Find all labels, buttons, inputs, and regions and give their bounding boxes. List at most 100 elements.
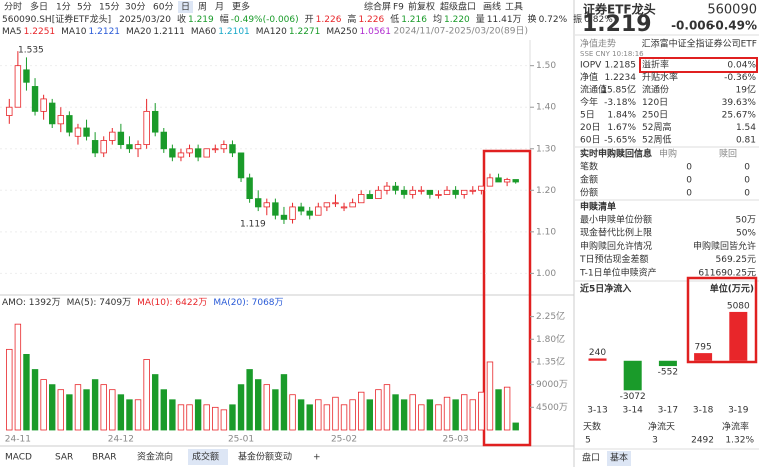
period-tab[interactable]: 15分 xyxy=(99,2,119,13)
period-tab[interactable]: 1分 xyxy=(56,2,71,13)
section-title: 申赎清单 xyxy=(580,201,616,213)
volume-bar xyxy=(469,399,476,431)
volume-bar xyxy=(6,348,13,431)
row-value: 19亿 xyxy=(736,84,756,96)
stat-value: 1.32% xyxy=(725,436,754,446)
text-segment: 2025/03/20 xyxy=(119,15,171,25)
text-segment: 0.82% xyxy=(584,15,613,25)
text-segment: 收 xyxy=(177,13,186,25)
volume-bar xyxy=(280,374,288,431)
tool-button[interactable]: 画线 xyxy=(483,1,501,13)
value-label: 240 xyxy=(589,348,606,358)
text-segment: MA(10): 6422万 xyxy=(137,298,207,308)
text-segment: 1.2111 xyxy=(153,27,185,37)
text-segment: 低 xyxy=(390,13,399,25)
tool-button[interactable]: F9 xyxy=(393,3,404,13)
indicator-tab[interactable]: MACD xyxy=(5,453,32,463)
x-tick-label: 3-17 xyxy=(658,406,678,416)
indicator-tab[interactable]: 资金流向 xyxy=(137,451,173,463)
tool-button[interactable]: 超级盘口 xyxy=(440,1,476,13)
tool-button[interactable]: 综合屏 xyxy=(364,1,391,13)
row-label: 净值走势 xyxy=(580,38,616,50)
candle-body xyxy=(332,202,339,205)
column-header: 天数 xyxy=(583,421,601,433)
low-annotation: 1.119 xyxy=(240,220,266,230)
volume-bar xyxy=(409,394,416,431)
volume-bar xyxy=(495,389,502,431)
candle-body xyxy=(495,177,502,183)
highlight-box xyxy=(639,57,758,73)
bar xyxy=(623,360,642,391)
candle-body xyxy=(117,131,125,146)
row-value: 1.2234 xyxy=(605,73,637,83)
panel-tab[interactable]: 盘口 xyxy=(582,452,600,464)
x-tick-label: 3-18 xyxy=(693,406,714,416)
highlight-box xyxy=(686,276,758,364)
y-tick-label: 1.10 xyxy=(536,227,556,237)
indicator-tab[interactable]: + xyxy=(313,453,321,463)
candle-body xyxy=(177,152,185,158)
x-tick-label: 25-01 xyxy=(228,435,254,445)
candle-body xyxy=(340,206,348,209)
period-tab[interactable]: 更多 xyxy=(232,1,250,13)
candle-body xyxy=(366,194,373,200)
text-segment: MA250 xyxy=(326,27,357,37)
active-tab xyxy=(178,1,193,13)
period-tab[interactable]: 分时 xyxy=(4,1,22,13)
volume-bar xyxy=(66,394,73,431)
volume-bar xyxy=(212,406,219,431)
candle-body xyxy=(323,202,331,208)
period-tab[interactable]: 5分 xyxy=(77,2,92,13)
candle-body xyxy=(194,148,202,158)
price: 1.219 xyxy=(582,12,652,37)
volume-bar xyxy=(91,379,99,431)
period-tab[interactable]: 月 xyxy=(215,2,224,13)
row-label: 120日 xyxy=(642,97,668,108)
section-title: 实时申购赎回信息 xyxy=(580,148,652,160)
tool-button[interactable]: 前复权 xyxy=(408,1,435,13)
row-label: 笔数 xyxy=(580,161,598,173)
y-tick-label: 1.20 xyxy=(536,186,556,196)
volume-bar xyxy=(452,399,459,431)
row-value: 申购赎回皆允许 xyxy=(693,240,756,252)
candle-body xyxy=(358,194,365,204)
y-tick-label: 2.25亿 xyxy=(536,310,565,322)
candle-body xyxy=(169,148,176,158)
candle-body xyxy=(375,189,382,200)
period-tab[interactable]: 周 xyxy=(198,2,207,13)
volume-bar xyxy=(375,389,382,431)
volume-bar xyxy=(152,374,159,431)
value-label: -3072 xyxy=(620,392,646,402)
candle-body xyxy=(203,148,210,158)
stat-value: 5 xyxy=(585,436,591,446)
text-segment: MA10 xyxy=(61,27,87,37)
indicator-tab[interactable]: BRAR xyxy=(92,453,116,463)
indicator-tab[interactable]: 基金份额变动 xyxy=(238,451,292,463)
candle-body xyxy=(426,189,434,195)
y-tick-label: 1.35亿 xyxy=(536,355,565,367)
indicator-tab[interactable]: 成交额 xyxy=(192,451,219,463)
indicator-tab[interactable]: SAR xyxy=(55,453,73,463)
row-value: 0 xyxy=(686,176,692,186)
volume-bar xyxy=(14,323,22,431)
period-tab[interactable]: 多日 xyxy=(30,1,48,13)
period-tab[interactable]: 60分 xyxy=(153,2,173,13)
y-tick-label: 1.50 xyxy=(536,61,556,71)
text-segment: 均 xyxy=(433,13,442,25)
text-segment: AMO: 1392万 xyxy=(2,298,61,308)
text-segment: 1.226 xyxy=(358,15,384,25)
volume-bar xyxy=(49,384,56,431)
candle-body xyxy=(418,189,425,192)
row-value: 1.67% xyxy=(607,123,636,133)
period-tab[interactable]: 30分 xyxy=(125,2,145,13)
volume-bar xyxy=(358,391,365,431)
change: -0.006 xyxy=(671,19,714,33)
tool-button[interactable]: 工具 xyxy=(505,2,523,13)
y-tick-label: 9000万 xyxy=(536,380,568,390)
panel-tab[interactable]: 基本 xyxy=(610,452,628,464)
column-header: 净流天 xyxy=(648,421,675,433)
period-tab[interactable]: 日 xyxy=(181,2,190,13)
x-tick-label: 25-02 xyxy=(331,435,357,445)
volume-bar xyxy=(392,394,399,431)
